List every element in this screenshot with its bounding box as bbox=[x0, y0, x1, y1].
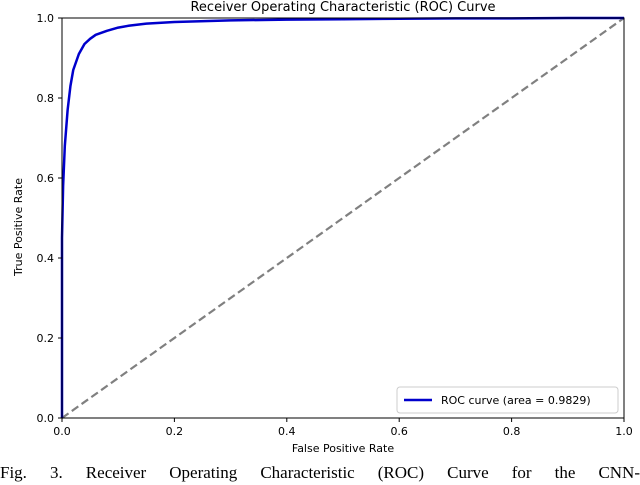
y-tick-label: 0.6 bbox=[37, 172, 55, 185]
y-tick-label: 0.2 bbox=[37, 332, 55, 345]
legend-label-roc: ROC curve (area = 0.9829) bbox=[441, 394, 591, 407]
x-tick-label: 0.4 bbox=[278, 425, 296, 438]
plot-frame bbox=[61, 17, 625, 419]
plot-area bbox=[60, 16, 625, 419]
roc-curve-line bbox=[60, 16, 624, 418]
axis-ticks: 0.0 0.2 0.4 0.6 0.8 1.0 0.0 0.2 0.4 0.6 0.8 1.0 bbox=[37, 12, 633, 438]
y-tick-label: 1.0 bbox=[37, 12, 55, 25]
x-tick-label: 0.8 bbox=[503, 425, 521, 438]
y-tick-label: 0.4 bbox=[37, 252, 55, 265]
x-tick-label: 0.6 bbox=[390, 425, 408, 438]
x-tick-label: 1.0 bbox=[615, 425, 633, 438]
roc-chart: Receiver Operating Characteristic (ROC) … bbox=[12, 0, 633, 455]
x-tick-label: 0.2 bbox=[166, 425, 184, 438]
y-axis-label: True Positive Rate bbox=[12, 178, 25, 277]
chart-title: Receiver Operating Characteristic (ROC) … bbox=[190, 0, 495, 15]
x-tick-label: 0.0 bbox=[53, 425, 71, 438]
y-tick-label: 0.0 bbox=[37, 412, 55, 425]
diagonal-reference-line bbox=[61, 17, 625, 419]
figure-caption: Fig. 3. Receiver Operating Characteristi… bbox=[0, 463, 640, 482]
legend: ROC curve (area = 0.9829) bbox=[396, 386, 619, 414]
y-tick-label: 0.8 bbox=[37, 92, 55, 105]
x-axis-label: False Positive Rate bbox=[292, 442, 394, 455]
legend-box bbox=[396, 386, 619, 414]
